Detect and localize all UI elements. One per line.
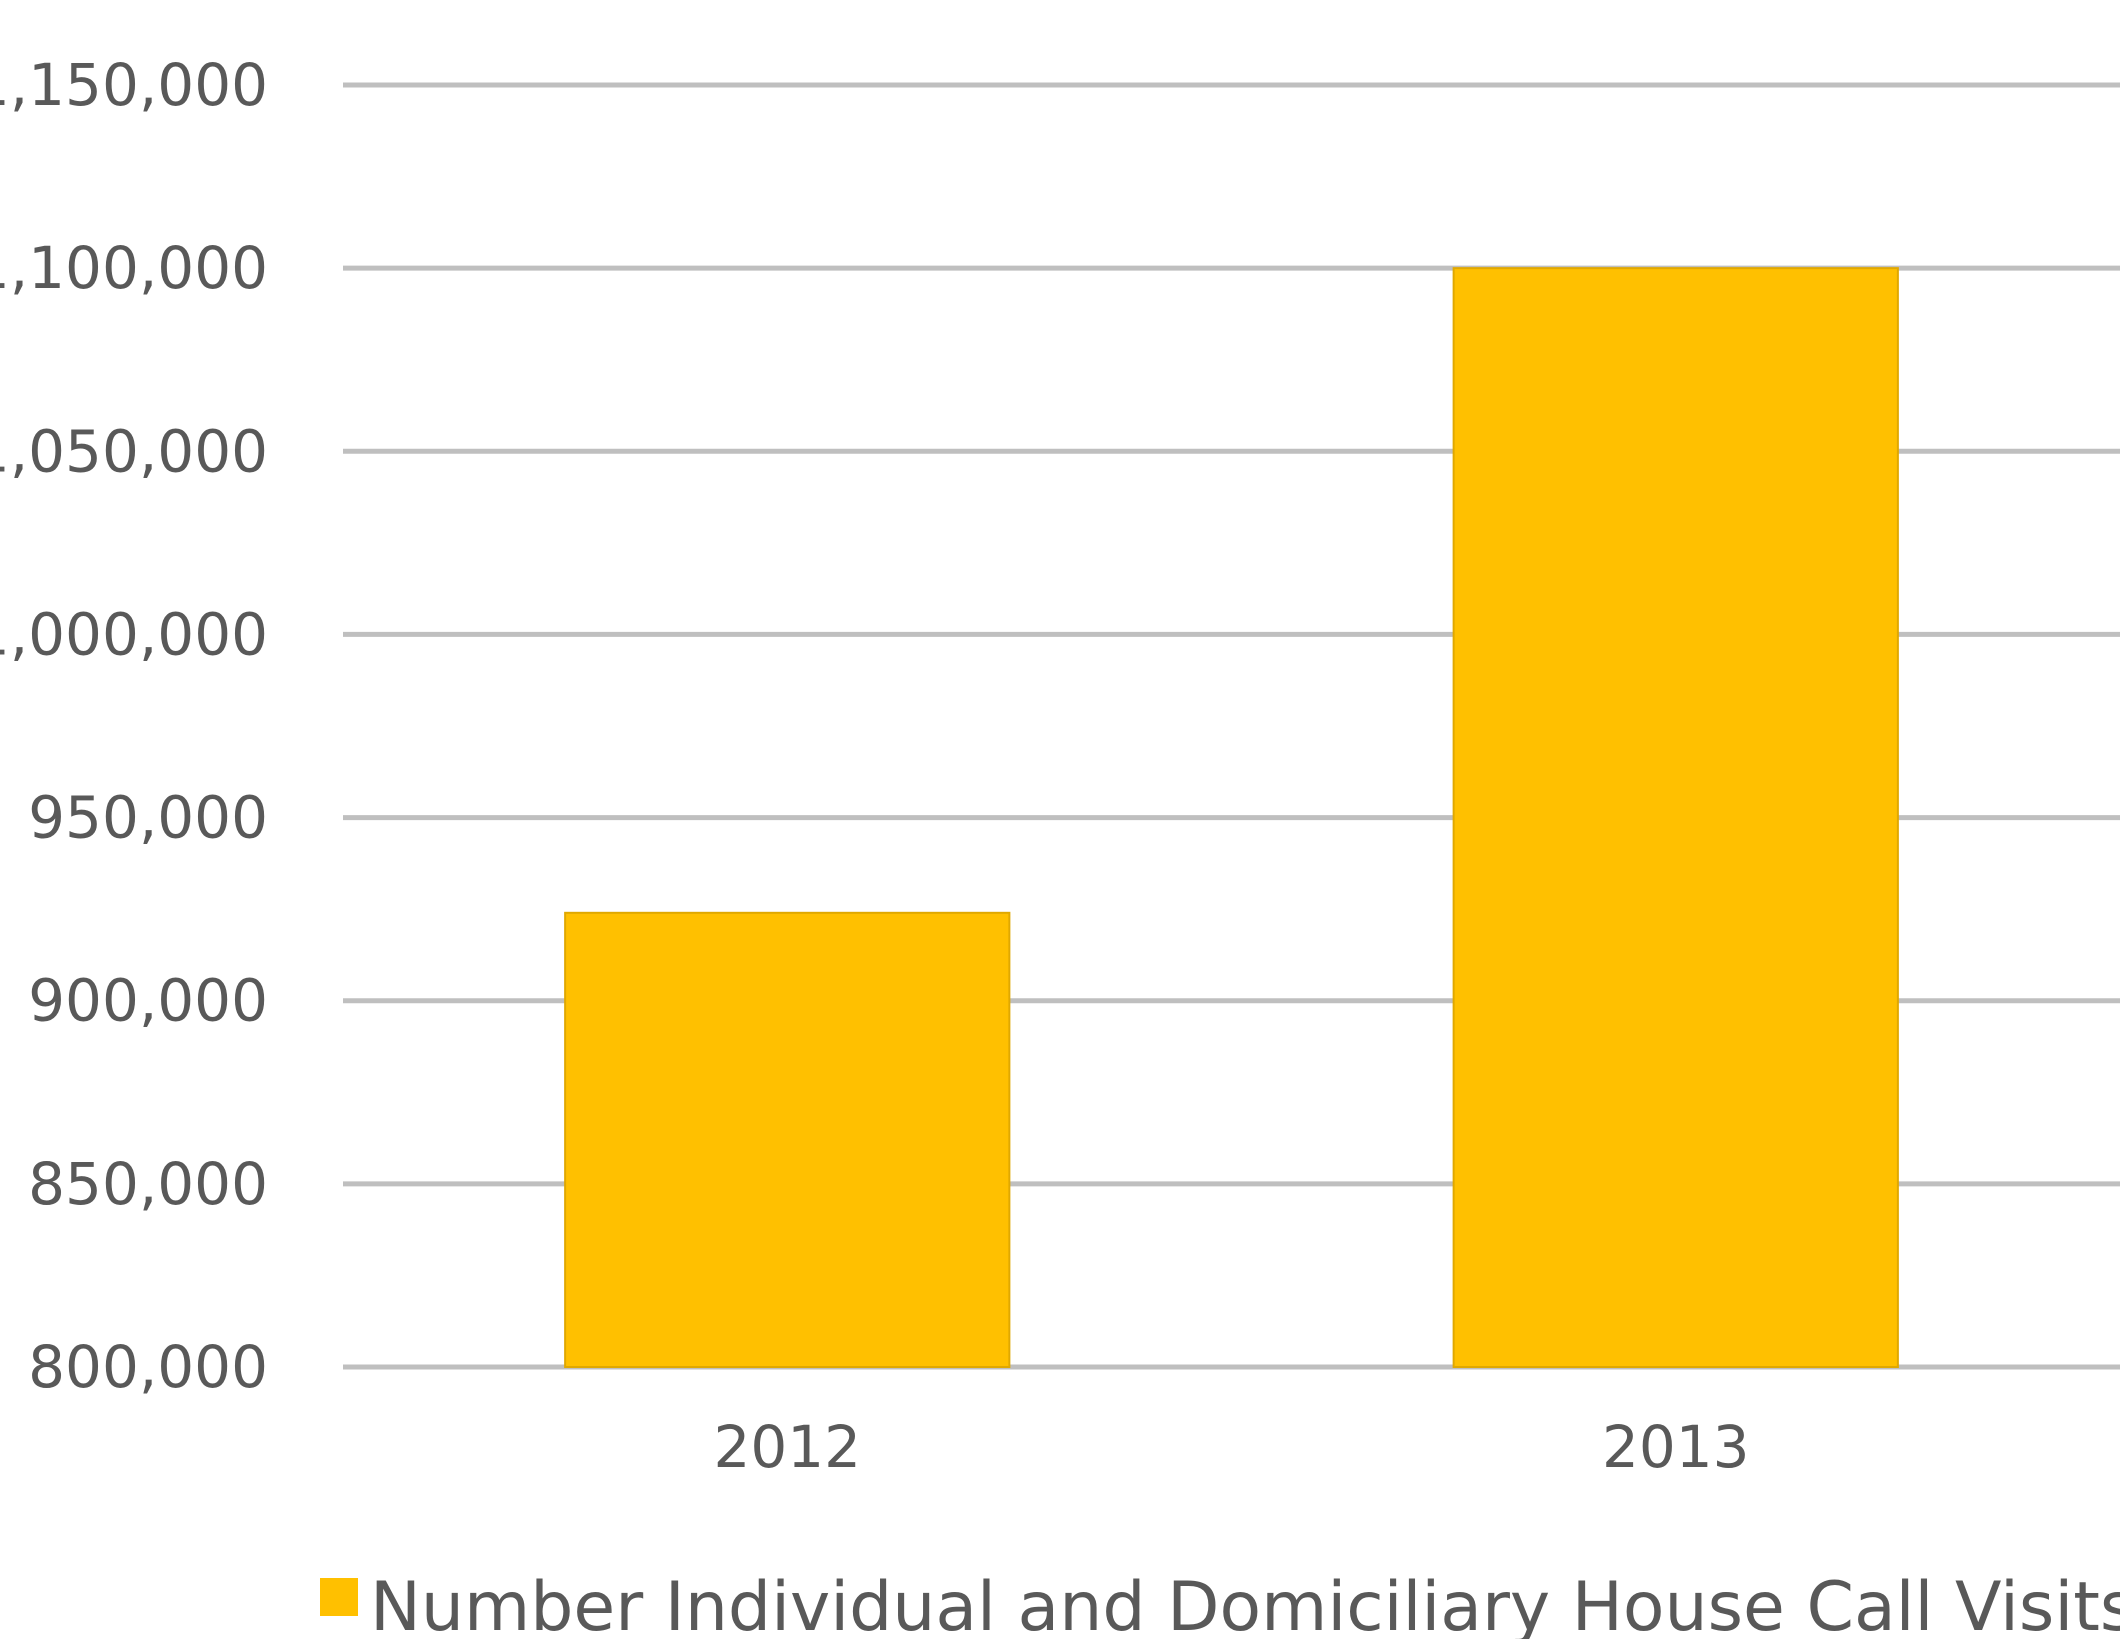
legend-swatch [320,1578,358,1616]
x-category-label: 2013 [1602,1413,1750,1481]
bar-2013 [1452,267,1899,1369]
x-axis-category-labels: 2012 2013 [713,1413,1749,1481]
y-tick-label: 950,000 [28,784,268,852]
y-tick-label: 1,050,000 [0,417,268,485]
y-tick-label: 850,000 [28,1150,268,1218]
legend-label: Number Individual and Domiciliary House … [370,1568,2120,1639]
y-tick-label: 1,000,000 [0,600,268,668]
bar-2012 [564,911,1011,1368]
legend: Number Individual and Domiciliary House … [320,1568,2120,1643]
x-category-label: 2012 [713,1413,861,1481]
y-tick-label: 1,150,000 [0,51,268,119]
y-tick-label: 900,000 [28,967,268,1035]
y-tick-label: 1,100,000 [0,234,268,302]
bars [564,267,1899,1369]
y-axis-tick-labels: 800,000 850,000 900,000 950,000 1,000,000 1,0… [0,51,268,1401]
y-tick-label: 800,000 [28,1333,268,1401]
